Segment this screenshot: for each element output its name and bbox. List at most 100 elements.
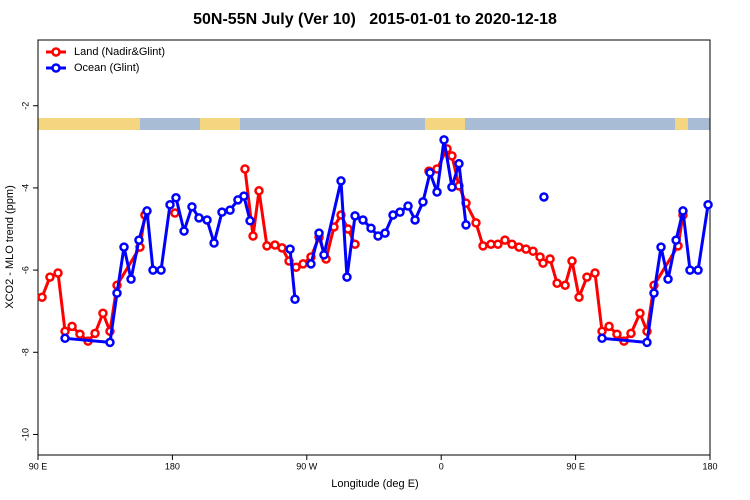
data-point — [298, 259, 308, 269]
data-point — [37, 292, 47, 302]
data-point — [75, 329, 85, 339]
data-point — [217, 207, 227, 217]
data-point — [67, 321, 77, 332]
data-point — [612, 329, 622, 339]
legend-label: Land (Nadir&Glint) — [74, 46, 165, 58]
data-point — [134, 235, 144, 245]
data-point — [626, 328, 636, 339]
data-point — [142, 206, 152, 216]
chart-title: 50N-55N July (Ver 10) 2015-01-01 to 2020… — [193, 11, 557, 28]
data-point — [500, 235, 510, 245]
data-point — [165, 200, 175, 210]
data-point — [560, 280, 570, 291]
x-tick-label: 180 — [165, 461, 180, 471]
data-point — [703, 200, 713, 210]
data-point — [597, 333, 607, 344]
land-ocean-strip — [38, 118, 710, 130]
data-point — [671, 235, 681, 245]
data-point — [678, 206, 688, 216]
data-point — [461, 220, 471, 230]
data-point — [290, 294, 300, 305]
data-point — [380, 228, 390, 238]
data-point — [170, 208, 180, 218]
data-point — [656, 242, 666, 252]
data-point — [454, 158, 464, 169]
data-point — [239, 191, 249, 201]
data-point — [306, 259, 316, 269]
y-tick-label: -4 — [20, 184, 30, 192]
data-point — [685, 265, 695, 275]
y-tick-label: -6 — [20, 266, 30, 274]
data-point — [358, 215, 368, 225]
data-point — [254, 186, 264, 196]
data-point — [350, 211, 360, 221]
data-point — [209, 238, 219, 248]
data-point — [187, 202, 197, 212]
data-point — [439, 135, 449, 145]
data-point — [590, 268, 600, 278]
data-point — [539, 192, 549, 202]
y-axis-label: XCO2 - MLO trend (ppm) — [4, 185, 16, 308]
data-point — [418, 197, 428, 207]
data-point — [98, 308, 108, 318]
data-point — [148, 265, 158, 275]
data-point — [410, 215, 420, 225]
data-point — [90, 328, 100, 339]
data-point — [112, 288, 122, 298]
data-point — [538, 258, 548, 268]
data-point — [425, 167, 435, 178]
data-point — [60, 333, 70, 344]
y-tick-label: -10 — [20, 428, 30, 441]
data-point — [432, 187, 442, 197]
data-point — [528, 246, 538, 256]
data-point — [245, 216, 255, 226]
data-point — [552, 278, 562, 288]
legend-marker — [51, 63, 61, 73]
data-point — [314, 228, 324, 238]
data-point — [649, 288, 659, 298]
data-point — [447, 151, 457, 161]
data-point — [45, 272, 55, 282]
data-point — [447, 182, 457, 192]
data-point — [262, 241, 272, 251]
data-point — [342, 272, 352, 282]
data-point — [493, 239, 503, 249]
data-point — [156, 265, 166, 275]
data-point — [105, 337, 115, 348]
x-tick-label: 90 E — [29, 461, 48, 471]
data-point — [171, 193, 181, 203]
data-point — [642, 337, 652, 348]
data-point — [635, 308, 645, 318]
data-point — [248, 231, 258, 241]
data-point — [471, 218, 481, 228]
data-point — [693, 265, 703, 275]
data-point — [336, 176, 346, 186]
data-point — [179, 226, 189, 236]
data-point — [395, 207, 405, 217]
data-point — [604, 321, 614, 332]
data-point — [319, 250, 329, 260]
data-point — [574, 292, 584, 302]
y-tick-label: -2 — [20, 102, 30, 110]
data-point — [663, 274, 673, 284]
data-point — [285, 244, 295, 254]
data-point — [225, 205, 235, 215]
x-tick-label: 180 — [702, 461, 717, 471]
data-point — [119, 242, 129, 252]
x-axis-label: Longitude (deg E) — [331, 478, 418, 490]
x-tick-label: 0 — [439, 461, 444, 471]
legend-label: Ocean (Glint) — [74, 62, 139, 74]
data-point — [403, 201, 413, 211]
data-point — [478, 241, 488, 251]
data-point — [582, 272, 592, 282]
plot-frame — [37, 39, 711, 456]
y-tick-label: -8 — [20, 348, 30, 356]
data-point — [240, 164, 250, 174]
data-point — [126, 274, 136, 284]
x-tick-label: 90 E — [566, 461, 585, 471]
data-point — [567, 256, 577, 266]
data-point — [202, 215, 212, 225]
data-point — [194, 213, 204, 223]
data-point — [366, 223, 376, 233]
